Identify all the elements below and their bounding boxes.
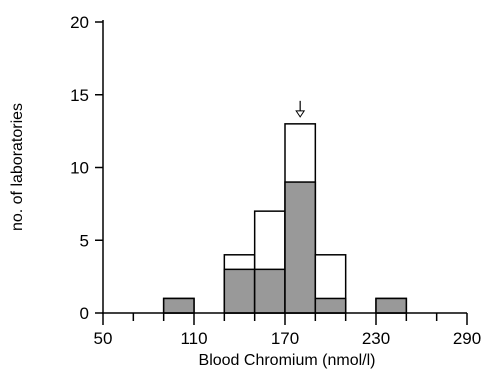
bar-shaded-5	[375, 297, 408, 314]
x-tick-label-170: 170	[271, 329, 299, 348]
bar-shaded-3	[284, 181, 317, 314]
x-tick-label-50: 50	[94, 329, 113, 348]
target-marker	[295, 100, 306, 118]
ticks-group: 0 5 10 15 20 50 110 170 230 290	[70, 13, 481, 348]
target-arrow-head	[295, 110, 306, 118]
bars-group	[162, 123, 408, 314]
y-tick-label-5: 5	[80, 231, 89, 250]
x-tick-label-110: 110	[180, 329, 207, 348]
bar-shaded-4	[314, 297, 347, 314]
y-tick-label-20: 20	[70, 13, 89, 32]
x-axis-title: Blood Chromium (nmol/l)	[199, 352, 376, 369]
y-tick-label-0: 0	[80, 304, 89, 323]
x-tick-label-230: 230	[362, 329, 390, 348]
x-tick-label-290: 290	[453, 329, 481, 348]
bar-shaded-1	[223, 268, 256, 314]
y-tick-label-15: 15	[70, 86, 89, 105]
y-axis-title: no. of laboratories	[9, 103, 26, 231]
y-tick-label-10: 10	[70, 159, 89, 178]
bar-shaded-2	[253, 268, 286, 314]
bar-shaded-0	[162, 297, 195, 314]
